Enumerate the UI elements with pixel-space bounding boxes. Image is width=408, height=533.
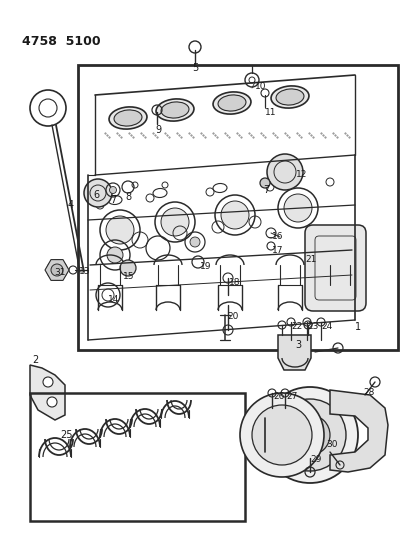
Circle shape <box>267 154 303 190</box>
Text: 28: 28 <box>363 388 375 397</box>
Ellipse shape <box>213 92 251 114</box>
Ellipse shape <box>276 89 304 105</box>
Ellipse shape <box>109 107 147 129</box>
Text: 3: 3 <box>295 340 301 350</box>
Text: 7: 7 <box>263 185 269 195</box>
Text: 12: 12 <box>296 170 307 179</box>
Text: 20: 20 <box>227 312 238 321</box>
FancyBboxPatch shape <box>305 225 366 311</box>
Text: 13: 13 <box>79 267 91 276</box>
Circle shape <box>47 397 57 407</box>
Text: 25: 25 <box>60 430 73 440</box>
Circle shape <box>43 377 53 387</box>
Text: 10: 10 <box>255 82 266 91</box>
Text: 1: 1 <box>355 322 361 332</box>
Text: 4758  5100: 4758 5100 <box>22 35 101 48</box>
Ellipse shape <box>156 99 194 121</box>
Text: 7: 7 <box>110 195 116 205</box>
Polygon shape <box>45 260 69 280</box>
Text: 2: 2 <box>32 355 38 365</box>
Circle shape <box>84 179 112 207</box>
Text: 31: 31 <box>54 268 66 277</box>
Circle shape <box>161 208 189 236</box>
Text: 6: 6 <box>93 190 99 200</box>
Circle shape <box>51 264 63 276</box>
Circle shape <box>106 216 134 244</box>
Text: 8: 8 <box>125 192 131 202</box>
Text: 15: 15 <box>123 272 135 281</box>
Text: 29: 29 <box>310 455 322 464</box>
Text: 23: 23 <box>307 322 318 331</box>
Ellipse shape <box>271 86 309 108</box>
Text: 19: 19 <box>200 262 211 271</box>
Circle shape <box>240 393 324 477</box>
Bar <box>30 393 245 521</box>
Circle shape <box>190 237 200 247</box>
Ellipse shape <box>114 110 142 126</box>
Circle shape <box>120 260 136 276</box>
Text: 11: 11 <box>265 108 277 117</box>
Text: 22: 22 <box>291 322 302 331</box>
Text: 24: 24 <box>321 322 332 331</box>
Circle shape <box>252 405 312 465</box>
Circle shape <box>107 247 123 263</box>
Ellipse shape <box>161 102 189 118</box>
Text: 27: 27 <box>286 392 297 401</box>
Circle shape <box>284 194 312 222</box>
Text: 14: 14 <box>108 295 120 304</box>
Text: 18: 18 <box>229 278 240 287</box>
Circle shape <box>221 201 249 229</box>
Bar <box>78 65 398 350</box>
Polygon shape <box>30 365 65 420</box>
Circle shape <box>260 178 270 188</box>
Circle shape <box>302 427 318 443</box>
Circle shape <box>290 415 330 455</box>
Text: 16: 16 <box>272 232 284 241</box>
Text: 26: 26 <box>273 392 284 401</box>
Polygon shape <box>330 390 388 472</box>
Text: 4: 4 <box>68 200 74 210</box>
Circle shape <box>109 187 117 193</box>
Text: 21: 21 <box>305 255 316 264</box>
Text: 5: 5 <box>192 63 198 73</box>
Circle shape <box>274 399 346 471</box>
Ellipse shape <box>218 95 246 111</box>
Text: 17: 17 <box>272 246 284 255</box>
Text: 9: 9 <box>155 125 161 135</box>
Text: 30: 30 <box>326 440 337 449</box>
Polygon shape <box>278 335 311 370</box>
Circle shape <box>262 387 358 483</box>
